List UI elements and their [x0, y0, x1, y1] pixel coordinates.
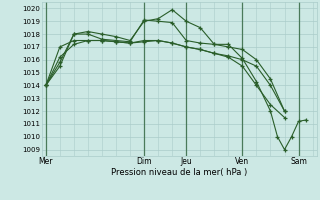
X-axis label: Pression niveau de la mer( hPa ): Pression niveau de la mer( hPa ) — [111, 168, 247, 177]
